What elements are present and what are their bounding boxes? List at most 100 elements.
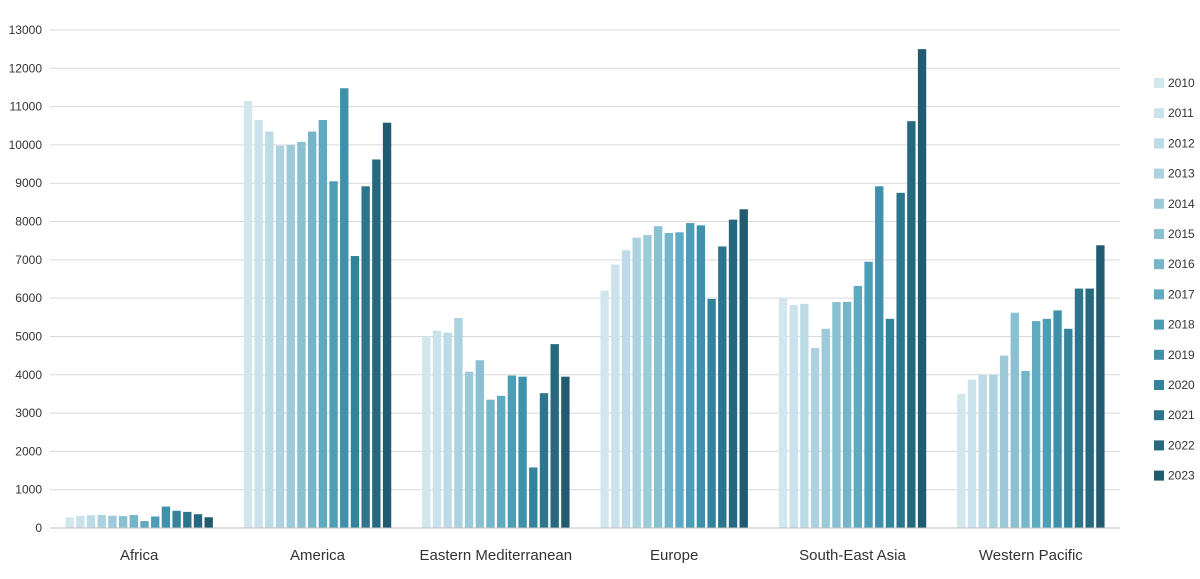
bar <box>821 328 830 528</box>
bar <box>653 226 663 528</box>
y-tick-label: 8000 <box>15 215 42 229</box>
bar <box>1074 288 1084 528</box>
bar <box>739 209 748 528</box>
bar <box>989 374 998 528</box>
bar <box>1064 328 1073 528</box>
legend-label: 2018 <box>1168 318 1195 332</box>
bar <box>810 347 820 528</box>
y-tick-label: 7000 <box>15 253 42 267</box>
legend-item: 2020 <box>1154 378 1195 392</box>
bar <box>800 303 809 528</box>
bar-group-western-pacific <box>957 245 1105 529</box>
bar <box>728 219 738 528</box>
x-tick-label: South-East Asia <box>799 547 906 564</box>
bar <box>675 232 684 528</box>
legend-swatch <box>1154 229 1164 239</box>
bar <box>475 360 484 528</box>
bar <box>978 374 987 528</box>
legend-item: 2019 <box>1154 348 1195 362</box>
bar <box>686 223 695 528</box>
legend-swatch <box>1154 198 1164 209</box>
bar <box>1085 288 1094 528</box>
bar <box>643 234 652 528</box>
bar <box>161 506 171 528</box>
x-tick-label: Western Pacific <box>979 547 1083 564</box>
bar <box>1096 245 1105 529</box>
bar-group-africa <box>65 506 213 528</box>
y-axis-ticks: 0 1000 2000 3000 4000 5000 6000 7000 8000 9000 100… <box>9 23 43 535</box>
bar <box>86 515 96 528</box>
y-tick-label: 9000 <box>15 176 42 190</box>
bar <box>204 517 213 528</box>
bar <box>621 250 631 528</box>
bar <box>561 376 570 528</box>
bar <box>539 393 549 528</box>
legend-label: 2012 <box>1168 136 1195 150</box>
bar <box>497 395 506 528</box>
bar <box>118 516 128 528</box>
bars <box>65 49 1105 529</box>
bar <box>361 186 370 529</box>
bar <box>275 145 285 528</box>
bar <box>664 233 673 528</box>
bar <box>875 186 884 529</box>
bar <box>350 256 360 528</box>
legend-swatch <box>1154 319 1164 330</box>
legend-label: 2016 <box>1168 257 1195 271</box>
bar <box>372 159 381 529</box>
legend-label: 2023 <box>1168 469 1195 483</box>
bar <box>432 330 442 528</box>
bar <box>885 318 895 528</box>
bar <box>172 510 181 528</box>
legend-swatch <box>1154 349 1164 360</box>
y-tick-label: 12000 <box>9 61 43 75</box>
y-tick-label: 6000 <box>15 291 42 305</box>
bar <box>842 301 852 528</box>
bar <box>286 144 295 529</box>
x-tick-label: Eastern Mediterranean <box>420 547 573 564</box>
bar-group-eastern-mediterranean <box>422 318 570 528</box>
bar <box>1032 321 1041 528</box>
legend: 2010 2011 2012 2013 2014 2015 2016 2017 2018 2019… <box>1154 76 1195 483</box>
gridlines <box>50 29 1120 491</box>
bar <box>1021 370 1030 528</box>
bar <box>307 131 317 528</box>
legend-item: 2017 <box>1154 287 1195 301</box>
bar <box>1010 312 1019 528</box>
bar <box>789 305 798 528</box>
legend-swatch <box>1154 380 1164 390</box>
y-tick-label: 4000 <box>15 368 42 382</box>
legend-swatch <box>1154 138 1164 149</box>
x-tick-label: Europe <box>650 547 698 564</box>
legend-item: 2016 <box>1154 257 1195 271</box>
bar <box>422 336 431 528</box>
legend-label: 2022 <box>1168 438 1195 452</box>
y-tick-label: 1000 <box>15 483 42 497</box>
bar <box>382 122 392 528</box>
y-tick-label: 11000 <box>10 100 43 114</box>
bar <box>718 246 727 528</box>
bar-group-europe <box>600 209 748 528</box>
y-tick-label: 5000 <box>15 329 42 343</box>
legend-label: 2021 <box>1168 408 1195 422</box>
legend-swatch <box>1154 259 1164 270</box>
bar <box>297 141 306 529</box>
bar <box>917 49 927 529</box>
bar <box>550 344 559 528</box>
bar <box>778 298 788 528</box>
legend-swatch <box>1154 410 1164 421</box>
bar <box>696 225 706 528</box>
bar <box>76 515 85 528</box>
bar-group-south-east-asia <box>778 49 927 529</box>
bar <box>529 467 538 528</box>
legend-item: 2015 <box>1154 227 1195 241</box>
y-tick-label: 3000 <box>15 406 42 420</box>
bar <box>957 393 966 528</box>
legend-label: 2019 <box>1168 348 1195 362</box>
bar <box>193 514 203 528</box>
bar <box>600 290 609 528</box>
bar <box>340 88 349 528</box>
legend-label: 2020 <box>1168 378 1195 392</box>
legend-swatch <box>1154 168 1164 179</box>
